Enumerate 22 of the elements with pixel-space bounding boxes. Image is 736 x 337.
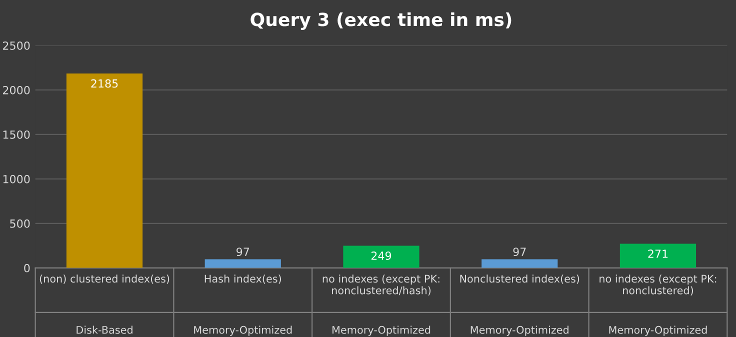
y-tick-label: 2000 bbox=[3, 86, 30, 94]
category-label: Nonclustered index(es) Memory-Optimized bbox=[460, 274, 580, 336]
y-tick-label: 0 bbox=[24, 264, 30, 272]
data-label: 271 bbox=[648, 250, 668, 258]
bar bbox=[620, 244, 696, 268]
bar bbox=[66, 74, 143, 268]
y-tick-label: 1000 bbox=[3, 174, 30, 184]
category-label: no indexes (except PK: nonclustered/hash) Memory-Optimized bbox=[322, 274, 440, 336]
category-label: (non) clustered index(es) Disk-Based bbox=[40, 274, 170, 334]
y-tick-label: 500 bbox=[10, 219, 30, 228]
bar bbox=[204, 259, 281, 268]
category-label: Hash index(es) Memory-Optimized bbox=[194, 274, 292, 336]
data-label: 97 bbox=[236, 248, 249, 256]
chart-title: Query 3 (exec time in ms) bbox=[250, 12, 512, 30]
data-label: 97 bbox=[513, 248, 526, 256]
bar bbox=[482, 259, 558, 268]
y-tick-label: 1500 bbox=[3, 130, 30, 139]
category-label: no indexes (except PK: nonclustered) Memory-Optimized bbox=[600, 274, 716, 336]
bar bbox=[343, 246, 420, 268]
data-label: 249 bbox=[371, 252, 392, 260]
y-tick-label: 2500 bbox=[3, 41, 30, 50]
data-label: 2185 bbox=[91, 79, 118, 88]
